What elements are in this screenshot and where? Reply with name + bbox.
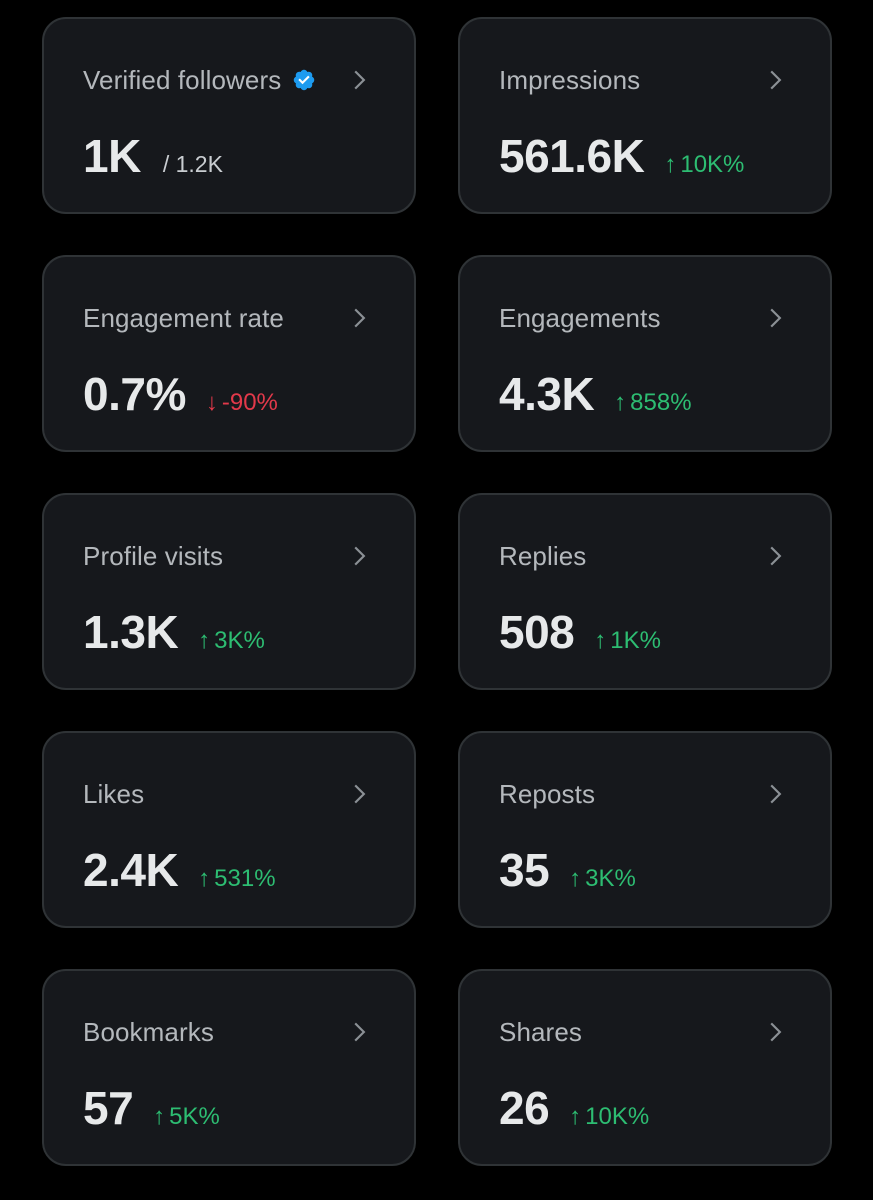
card-header: Profile visits [83,539,388,573]
chevron-right-icon[interactable] [346,67,372,93]
metric-change: ↑ 3K% [198,627,265,655]
metric-value: 561.6K [499,130,645,182]
card-header: Reposts [499,777,804,811]
metric-value: 57 [83,1082,134,1134]
metric-value: 4.3K [499,368,595,420]
arrow-down-icon: ↓ [205,389,218,416]
card-header: Engagement rate [83,301,388,335]
metric-change: ↓ -90% [206,389,278,417]
card-value-row: 1K / 1.2K [83,129,223,185]
metric-card-impressions[interactable]: Impressions 561.6K ↑ 10K% [458,17,832,214]
card-value-row: 0.7% ↓ -90% [83,367,278,423]
metric-change: ↑ 1K% [594,627,661,655]
card-header: Bookmarks [83,1015,388,1049]
chevron-right-icon[interactable] [346,781,372,807]
metric-card-reposts[interactable]: Reposts 35 ↑ 3K% [458,731,832,928]
verified-badge-icon [292,68,316,92]
chevron-right-icon[interactable] [346,1019,372,1045]
metric-change-value: 858% [630,389,692,416]
metric-value: 1.3K [83,606,179,658]
metric-change: ↑ 10K% [569,1103,649,1131]
arrow-up-icon: ↑ [153,1103,166,1130]
metric-change-value: -90% [221,389,278,416]
card-value-row: 2.4K ↑ 531% [83,843,276,899]
metric-card-likes[interactable]: Likes 2.4K ↑ 531% [42,731,416,928]
arrow-up-icon: ↑ [664,151,677,178]
analytics-metrics-grid: Verified followers 1K / 1.2K Impressions [42,17,832,1166]
card-header: Impressions [499,63,804,97]
metric-total: / 1.2K [162,151,223,177]
chevron-right-icon[interactable] [762,305,788,331]
metric-change-value: 10K% [680,151,745,178]
card-title: Verified followers [83,64,282,95]
metric-card-bookmarks[interactable]: Bookmarks 57 ↑ 5K% [42,969,416,1166]
metric-value: 2.4K [83,844,179,896]
chevron-right-icon[interactable] [762,1019,788,1045]
metric-value: 508 [499,606,575,658]
metric-value: 35 [499,844,550,896]
metric-card-replies[interactable]: Replies 508 ↑ 1K% [458,493,832,690]
metric-value: 26 [499,1082,550,1134]
card-title: Profile visits [83,540,224,571]
arrow-up-icon: ↑ [569,865,582,892]
arrow-up-icon: ↑ [569,1103,582,1130]
card-value-row: 26 ↑ 10K% [499,1081,649,1137]
metric-card-shares[interactable]: Shares 26 ↑ 10K% [458,969,832,1166]
metric-change: ↑ 3K% [569,865,636,893]
card-header: Engagements [499,301,804,335]
metric-value: 1K [83,130,141,182]
card-header: Replies [499,539,804,573]
chevron-right-icon[interactable] [346,543,372,569]
chevron-right-icon[interactable] [346,305,372,331]
metric-card-engagement-rate[interactable]: Engagement rate 0.7% ↓ -90% [42,255,416,452]
card-title: Engagement rate [83,302,284,333]
card-value-row: 508 ↑ 1K% [499,605,661,661]
arrow-up-icon: ↑ [614,389,627,416]
card-title: Shares [499,1016,582,1047]
card-title: Replies [499,540,587,571]
card-title: Reposts [499,778,596,809]
metric-change: ↑ 858% [614,389,691,417]
card-header: Verified followers [83,63,388,97]
arrow-up-icon: ↑ [198,865,211,892]
card-value-row: 561.6K ↑ 10K% [499,129,744,185]
card-header: Likes [83,777,388,811]
metric-change-value: 1K% [610,627,661,654]
metric-change: ↑ 10K% [664,151,744,179]
metric-card-profile-visits[interactable]: Profile visits 1.3K ↑ 3K% [42,493,416,690]
card-value-row: 1.3K ↑ 3K% [83,605,265,661]
card-value-row: 57 ↑ 5K% [83,1081,220,1137]
card-header: Shares [499,1015,804,1049]
metric-change: ↑ 531% [198,865,275,893]
card-title: Engagements [499,302,661,333]
metric-change: ↑ 5K% [153,1103,220,1131]
metric-change-value: 531% [214,865,276,892]
arrow-up-icon: ↑ [198,627,211,654]
metric-change-value: 3K% [214,627,265,654]
chevron-right-icon[interactable] [762,543,788,569]
metric-change-value: 10K% [585,1103,650,1130]
card-value-row: 35 ↑ 3K% [499,843,636,899]
card-value-row: 4.3K ↑ 858% [499,367,692,423]
chevron-right-icon[interactable] [762,67,788,93]
metric-card-engagements[interactable]: Engagements 4.3K ↑ 858% [458,255,832,452]
metric-card-verified-followers[interactable]: Verified followers 1K / 1.2K [42,17,416,214]
card-title: Bookmarks [83,1016,214,1047]
metric-value: 0.7% [83,368,186,420]
metric-change-value: 5K% [169,1103,220,1130]
card-title: Impressions [499,64,641,95]
arrow-up-icon: ↑ [594,627,607,654]
chevron-right-icon[interactable] [762,781,788,807]
metric-change-value: 3K% [585,865,636,892]
card-title: Likes [83,778,145,809]
